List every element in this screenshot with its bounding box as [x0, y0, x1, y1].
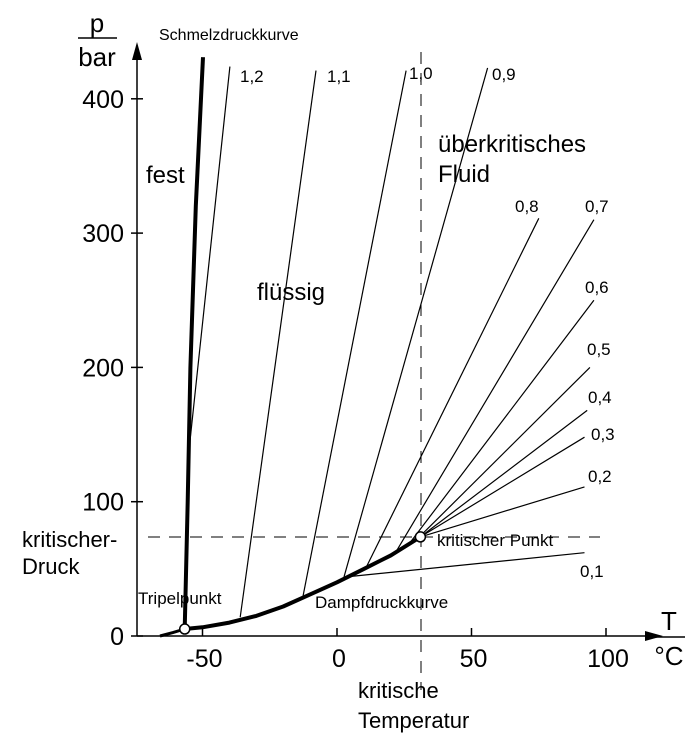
- isochore-label: 0,1: [580, 562, 604, 581]
- isochore-line-0-4: [420, 409, 588, 538]
- critical-pressure-label-line2: Druck: [22, 554, 80, 579]
- y-axis-label: p: [90, 8, 104, 38]
- vapor-pressure-curve-label: Dampfdruckkurve: [315, 593, 448, 612]
- isochore-label: 0,4: [588, 388, 612, 407]
- y-tick-label: 200: [82, 354, 124, 382]
- isochore-line-0-6: [409, 299, 595, 544]
- melting-curve-label: Schmelzdruckkurve: [159, 27, 299, 44]
- region-supercritical-label-line2: Fluid: [438, 161, 490, 188]
- region-supercritical-label-line1: überkritisches: [438, 131, 586, 158]
- isochore-line-0-2: [420, 486, 585, 538]
- isochore-label: 1,2: [240, 67, 264, 86]
- isochore-line-1-1: [239, 70, 317, 618]
- x-axis-label: T: [661, 606, 677, 636]
- y-tick-label: 400: [82, 86, 124, 114]
- isochore-line-0-9: [343, 67, 489, 578]
- critical-temperature-label-line2: Temperatur: [358, 708, 469, 733]
- x-tick-label: 0: [332, 645, 346, 673]
- isochore-line-0-7: [395, 219, 595, 552]
- special-points: [178, 531, 427, 635]
- y-tick-label: 300: [82, 220, 124, 248]
- isochore-label: 0,7: [585, 197, 609, 216]
- region-liquid-label: flüssig: [257, 279, 325, 306]
- isochore-label: 0,2: [588, 467, 612, 486]
- isochore-label: 0,5: [587, 340, 611, 359]
- isochore-label: 0,8: [515, 197, 539, 216]
- y-axis-arrow-icon: [132, 42, 142, 60]
- y-axis-unit: bar: [78, 42, 116, 72]
- critical-pressure-label-line1: kritischer-: [22, 527, 117, 552]
- isochore-line-1-0: [302, 70, 407, 596]
- region-solid-label: fest: [146, 162, 185, 189]
- x-tick-label: 100: [587, 645, 629, 673]
- isochore-line-0-8: [365, 218, 540, 568]
- isochore-label: 1,1: [327, 67, 351, 86]
- critical-point-label: kritischer Punkt: [437, 531, 553, 550]
- isochore-labels: 1,2 1,1 1,0 0,9 0,8 0,7 0,6 0,5 0,4 0,3 …: [240, 64, 615, 581]
- melting-curve: [182, 57, 205, 630]
- phase-curves: [159, 57, 422, 638]
- isochore-label: 0,9: [492, 65, 516, 84]
- isochore-line-0-5: [417, 366, 591, 540]
- vapor-pressure-curve: [184, 535, 422, 631]
- axis-ticks: 0 100 200 300 400 -50 0 50 100: [82, 86, 629, 673]
- isochore-lines: [189, 66, 595, 618]
- critical-temperature-label-line1: kritische: [358, 678, 439, 703]
- y-tick-label: 100: [82, 489, 124, 517]
- y-tick-label: 0: [110, 623, 124, 651]
- isochore-line-0-3: [420, 436, 585, 538]
- isochore-line-1-2: [189, 66, 231, 440]
- isochore-label: 0,6: [585, 278, 609, 297]
- critical-point-marker: [414, 531, 427, 543]
- triple-point-label: Tripelpunkt: [138, 589, 222, 608]
- x-axis-arrow-icon: [645, 631, 663, 641]
- x-axis-unit: °C: [654, 641, 683, 671]
- isochore-label: 0,3: [591, 425, 615, 444]
- isochore-line-0-1: [346, 552, 585, 578]
- x-tick-label: 50: [460, 645, 488, 673]
- isochore-label: 1,0: [409, 64, 433, 83]
- triple-point-marker: [178, 623, 191, 635]
- x-tick-label: -50: [186, 645, 222, 673]
